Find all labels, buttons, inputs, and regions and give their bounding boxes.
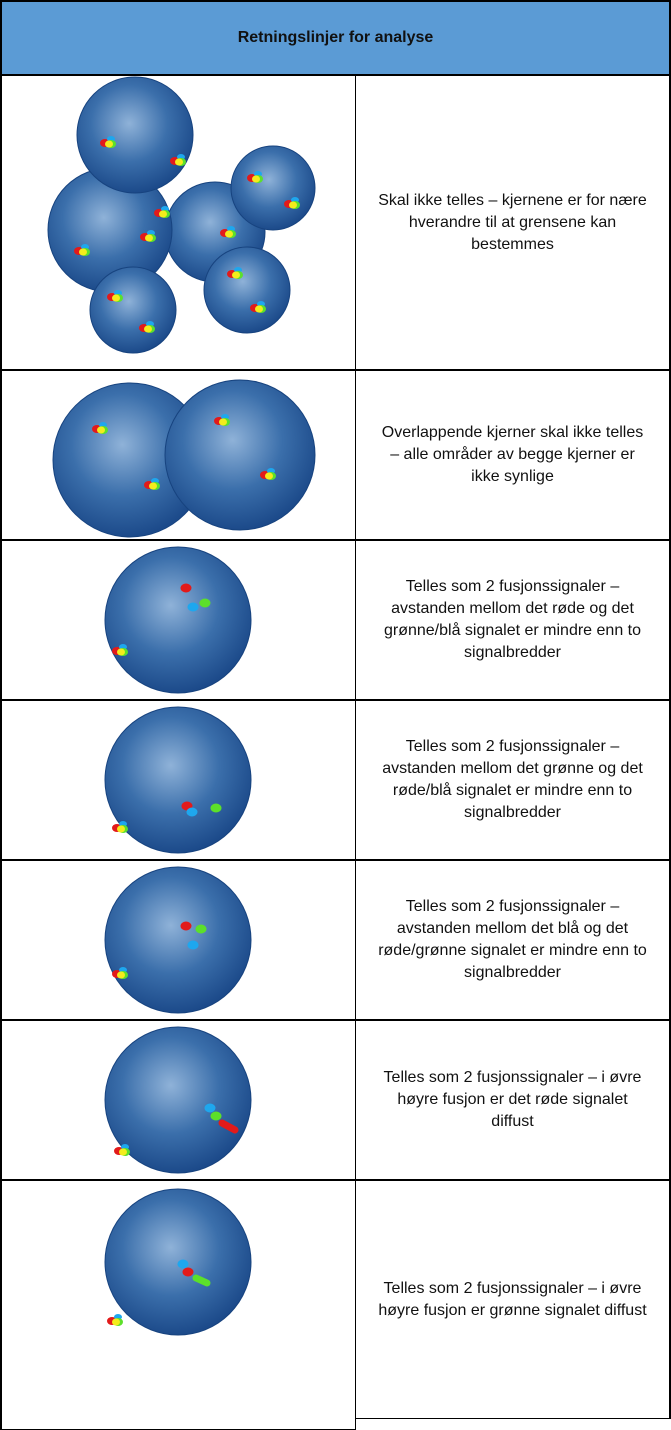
text-cell: Telles som 2 fusjonssignaler – avstanden… bbox=[355, 700, 671, 860]
nucleus bbox=[89, 266, 177, 354]
signal bbox=[182, 1267, 194, 1277]
text-cell: Overlappende kjerner skal ikke telles – … bbox=[355, 370, 671, 540]
text-cell: Telles som 2 fusjonssignaler – avstanden… bbox=[355, 540, 671, 700]
row-text: Telles som 2 fusjonssignaler – avstanden… bbox=[378, 898, 647, 981]
row-text: Telles som 2 fusjonssignaler – avstanden… bbox=[383, 578, 642, 661]
row-text: Telles som 2 fusjonssignaler – i øvre hø… bbox=[383, 1069, 642, 1130]
fusion-signal bbox=[114, 1144, 130, 1156]
header: Retningslinjer for analyse bbox=[0, 0, 671, 76]
row-text: Telles som 2 fusjonssignaler – i øvre hø… bbox=[378, 1279, 647, 1319]
nucleus bbox=[203, 246, 291, 334]
signal bbox=[177, 1259, 189, 1269]
text-cell: Telles som 2 fusjonssignaler – i øvre hø… bbox=[355, 1020, 671, 1180]
signal bbox=[204, 1103, 216, 1113]
diffuse-signal bbox=[218, 1119, 239, 1134]
signal bbox=[180, 921, 192, 931]
fusion-signal bbox=[107, 1314, 123, 1326]
header-title: Retningslinjer for analyse bbox=[237, 29, 434, 46]
row-text: Telles som 2 fusjonssignaler – avstanden… bbox=[382, 738, 643, 821]
signal bbox=[187, 602, 199, 612]
nucleus bbox=[164, 379, 316, 531]
nucleus bbox=[104, 866, 252, 1014]
diffuse-signal bbox=[192, 1274, 211, 1287]
signal bbox=[195, 924, 207, 934]
text-cell: Skal ikke telles – kjernene er for nære … bbox=[355, 75, 671, 370]
signal bbox=[199, 598, 211, 608]
signal bbox=[186, 807, 198, 817]
nucleus bbox=[104, 706, 252, 854]
signal bbox=[210, 803, 222, 813]
signal bbox=[210, 1111, 222, 1121]
nucleus bbox=[104, 1188, 252, 1336]
nucleus bbox=[104, 546, 252, 694]
nucleus bbox=[104, 1026, 252, 1174]
nuclei bbox=[47, 76, 316, 1336]
row-text: Skal ikke telles – kjernene er for nære … bbox=[378, 191, 647, 253]
row-text: Overlappende kjerner skal ikke telles – … bbox=[381, 424, 644, 485]
fusion-signal bbox=[112, 821, 128, 833]
signal bbox=[180, 583, 192, 593]
signal bbox=[187, 940, 199, 950]
nucleus bbox=[230, 145, 316, 231]
nucleus bbox=[76, 76, 194, 194]
text-cell: Telles som 2 fusjonssignaler – avstanden… bbox=[355, 860, 671, 1020]
